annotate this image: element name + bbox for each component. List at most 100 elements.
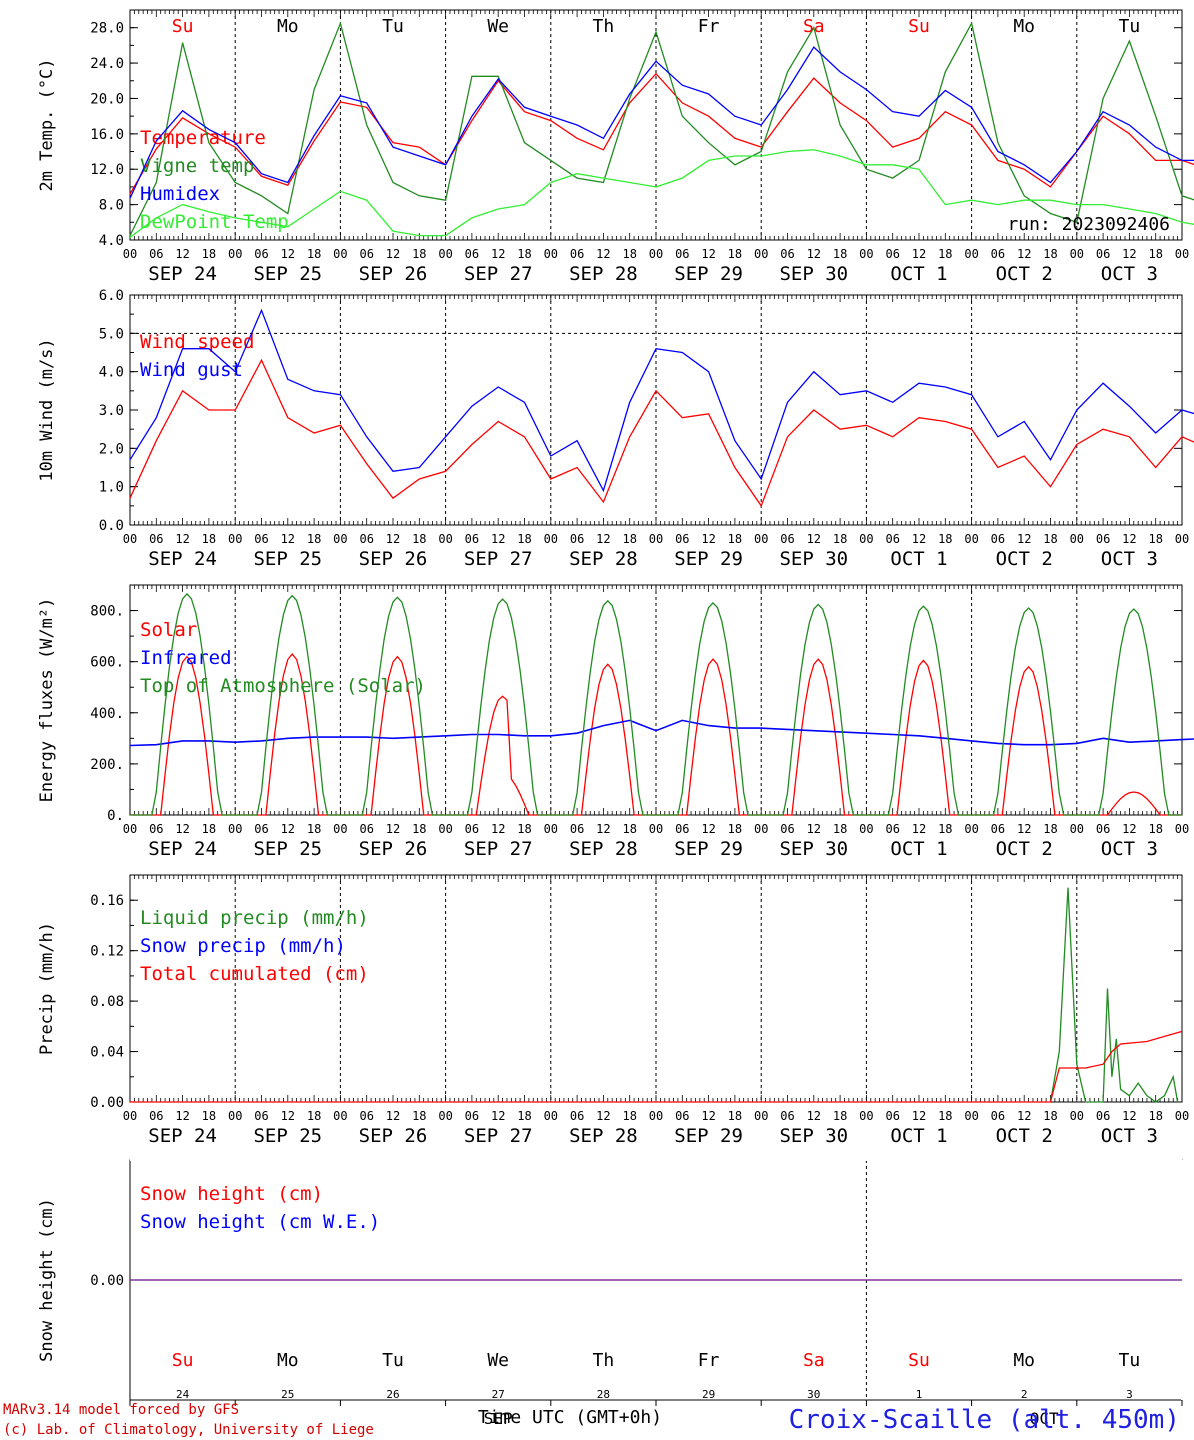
y-tick-label: 600. [90, 655, 124, 671]
y-tick-label: 4.0 [99, 233, 124, 249]
hour-label: 18 [833, 532, 847, 546]
hour-label: 06 [1096, 532, 1110, 546]
day-label: Su [908, 1350, 930, 1371]
hour-label: 06 [254, 532, 268, 546]
hour-label: 00 [754, 822, 768, 836]
date-label: OCT 1 [890, 1125, 947, 1147]
hour-label: 00 [1070, 1109, 1084, 1123]
date-label: SEP 28 [569, 1125, 638, 1147]
date-label: SEP 28 [569, 263, 638, 285]
date-label: SEP 25 [253, 838, 322, 860]
date-label: SEP 27 [464, 838, 533, 860]
date-label: OCT 3 [1101, 263, 1158, 285]
hour-label: 12 [386, 822, 400, 836]
hour-label: 00 [438, 532, 452, 546]
hour-label: 06 [570, 1109, 584, 1123]
hour-label: 06 [991, 247, 1005, 261]
hour-label: 12 [912, 822, 926, 836]
hour-label: 06 [149, 822, 163, 836]
date-label: OCT 2 [996, 263, 1053, 285]
legend-entry: Temperature [140, 127, 266, 149]
hour-label: 06 [359, 532, 373, 546]
month-label: SEP [484, 1409, 513, 1428]
hour-label: 00 [859, 247, 873, 261]
hour-label: 00 [438, 822, 452, 836]
hour-label: 18 [622, 532, 636, 546]
hour-label: 00 [649, 532, 663, 546]
hour-label: 12 [1122, 822, 1136, 836]
date-label: SEP 24 [148, 838, 217, 860]
hour-label: 18 [833, 1109, 847, 1123]
hour-label: 00 [1070, 247, 1084, 261]
hour-label: 12 [912, 532, 926, 546]
date-label: SEP 25 [253, 548, 322, 570]
date-label: OCT 3 [1101, 1125, 1158, 1147]
legend-entry: Snow height (cm W.E.) [140, 1211, 380, 1233]
hour-label: 12 [491, 532, 505, 546]
date-label: SEP 25 [253, 263, 322, 285]
hour-label: 18 [1148, 822, 1162, 836]
hour-label: 18 [728, 247, 742, 261]
hour-label: 18 [1043, 1109, 1057, 1123]
hour-label: 18 [728, 822, 742, 836]
y-tick-label: 0. [107, 808, 124, 824]
hour-label: 18 [202, 247, 216, 261]
hour-label: 06 [149, 1109, 163, 1123]
station-name: Croix-Scaille (alt. 450m) [789, 1405, 1180, 1435]
date-label: SEP 30 [779, 548, 848, 570]
y-tick-label: 400. [90, 706, 124, 722]
hour-label: 12 [596, 247, 610, 261]
date-label: SEP 26 [359, 1125, 428, 1147]
y-tick-label: 28.0 [90, 21, 124, 37]
hour-label: 18 [1043, 532, 1057, 546]
hour-label: 00 [1070, 532, 1084, 546]
date-label: SEP 24 [148, 263, 217, 285]
y-tick-label: 8.0 [99, 198, 124, 214]
hour-label: 00 [649, 247, 663, 261]
hour-label: 18 [412, 1109, 426, 1123]
y-tick-label: 24.0 [90, 56, 124, 72]
hour-label: 12 [175, 1109, 189, 1123]
hour-label: 12 [281, 1109, 295, 1123]
hour-label: 12 [491, 247, 505, 261]
hour-label: 00 [228, 247, 242, 261]
legend-entry: Total cumulated (cm) [140, 963, 369, 985]
hour-label: 18 [412, 532, 426, 546]
run-annotation: run: 2023092406 [1007, 214, 1170, 235]
hour-label: 06 [149, 247, 163, 261]
hour-label: 18 [728, 532, 742, 546]
date-label: SEP 27 [464, 1125, 533, 1147]
hour-label: 06 [570, 532, 584, 546]
hour-label: 12 [491, 822, 505, 836]
hour-label: 12 [807, 532, 821, 546]
date-label: OCT 3 [1101, 548, 1158, 570]
series-line-infrared [129, 719, 1194, 747]
date-label: SEP 26 [359, 548, 428, 570]
hour-label: 18 [307, 532, 321, 546]
hour-label: 12 [386, 1109, 400, 1123]
day-label: Tu [1119, 1350, 1141, 1371]
day-number: 28 [597, 1388, 610, 1401]
hour-label: 00 [859, 1109, 873, 1123]
legend-entry: Vigne temp [140, 155, 254, 177]
hour-label: 00 [964, 532, 978, 546]
hour-label: 06 [254, 822, 268, 836]
date-label: OCT 1 [890, 548, 947, 570]
hour-label: 06 [1096, 822, 1110, 836]
hour-label: 06 [1096, 1109, 1110, 1123]
hour-label: 00 [649, 1109, 663, 1123]
month-label: OCT [1030, 1409, 1059, 1428]
hour-label: 12 [175, 532, 189, 546]
hour-label: 00 [333, 1109, 347, 1123]
series-line-liquid-precip-mm-h- [1049, 887, 1179, 1103]
day-number: 24 [176, 1388, 190, 1401]
series-line-wind-speed [129, 358, 1194, 508]
date-label: SEP 30 [779, 1125, 848, 1147]
hour-label: 12 [701, 247, 715, 261]
hour-label: 12 [281, 247, 295, 261]
day-number: 1 [916, 1388, 923, 1401]
hour-label: 00 [123, 822, 137, 836]
hour-label: 12 [281, 532, 295, 546]
hour-label: 12 [491, 1109, 505, 1123]
